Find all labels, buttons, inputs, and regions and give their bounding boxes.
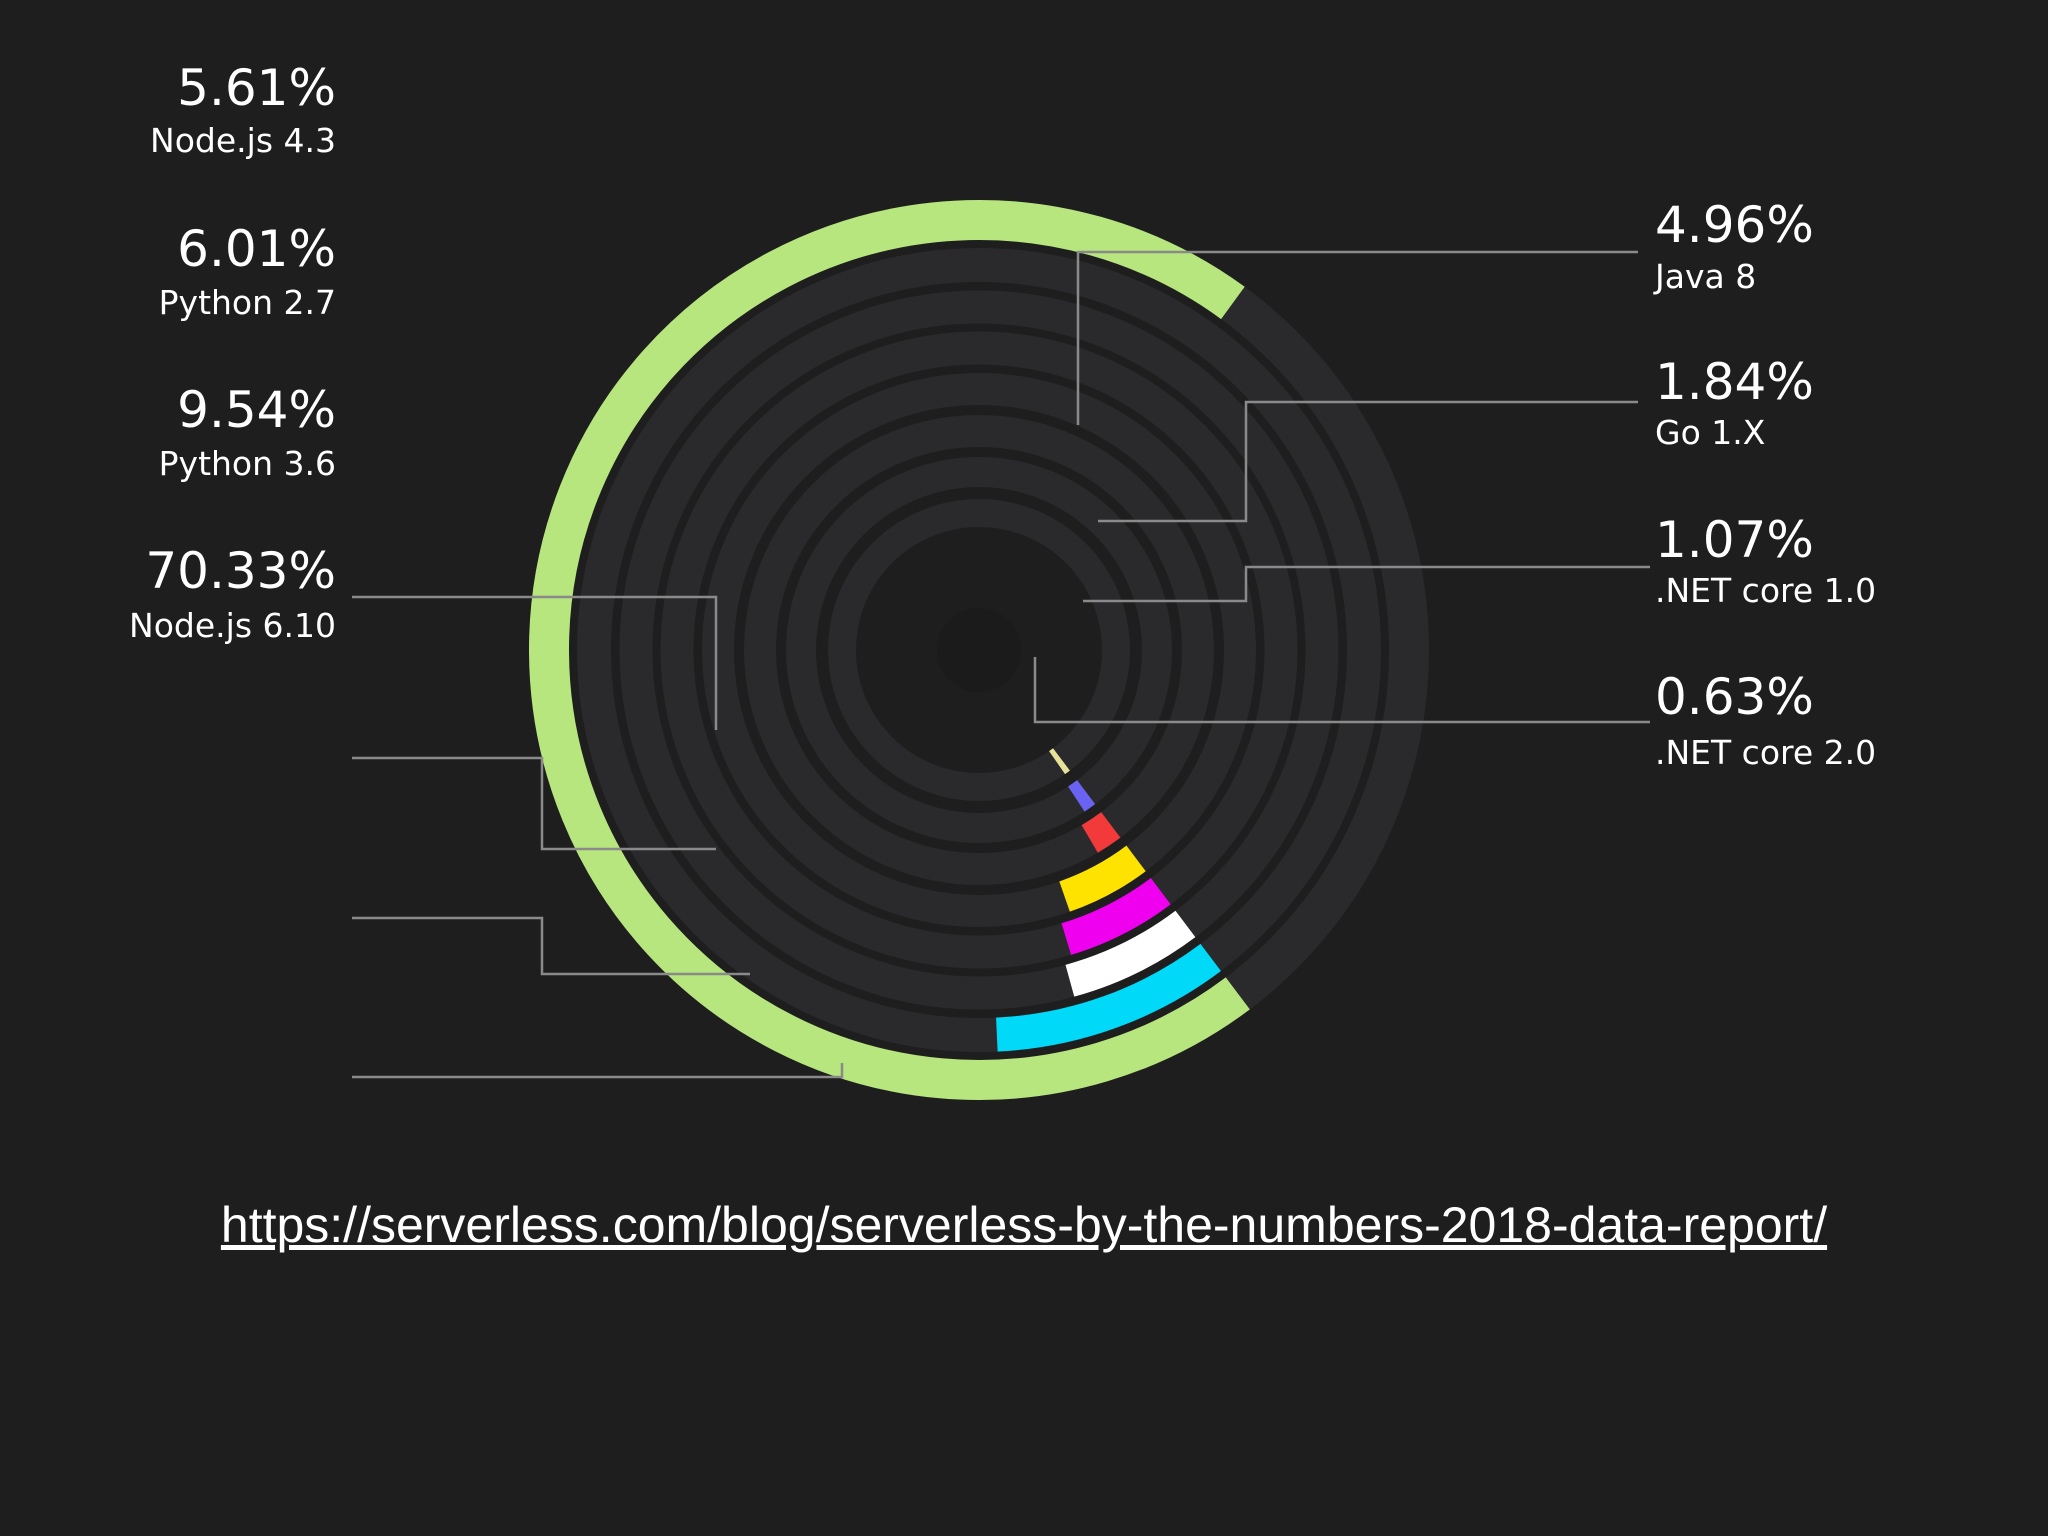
leader-node-js-4-3 xyxy=(352,595,718,730)
ring-track-net-core-2-0 xyxy=(828,499,1130,801)
leader-go-1-x xyxy=(1098,400,1638,523)
leader-java-8 xyxy=(1076,250,1638,425)
series-name-net-core-2-0: .NET core 2.0 xyxy=(1655,733,1876,772)
ring-track-java-8 xyxy=(702,373,1256,927)
ring-track-net-core-1-0 xyxy=(786,457,1172,843)
series-name-go-1-x: Go 1.X xyxy=(1655,413,1765,452)
series-name-python-3-6: Python 3.6 xyxy=(159,444,336,483)
leader-lines xyxy=(352,250,1650,1079)
source-link[interactable]: https://serverless.com/blog/serverless-b… xyxy=(220,1197,1828,1253)
leader-python-2-7 xyxy=(352,756,716,851)
series-name-node-js-4-3: Node.js 4.3 xyxy=(150,121,336,160)
ring-track-node-js-4-3 xyxy=(660,331,1298,969)
arc-python-2-7 xyxy=(1065,910,1196,997)
arc-net-core-1-0 xyxy=(1068,780,1096,812)
value-label-java-8: 4.96% xyxy=(1655,196,1814,254)
ring-track-python-3-6 xyxy=(577,248,1381,1052)
series-name-python-2-7: Python 2.7 xyxy=(159,283,336,322)
value-label-go-1-x: 1.84% xyxy=(1655,353,1814,411)
leader-python-3-6 xyxy=(352,916,750,976)
leader-net-core-1-0 xyxy=(1083,565,1650,603)
series-name-net-core-1-0: .NET core 1.0 xyxy=(1655,571,1876,610)
arc-net-core-2-0 xyxy=(1049,748,1070,775)
series-name-java-8: Java 8 xyxy=(1653,257,1756,296)
value-label-node-js-4-3: 5.61% xyxy=(177,59,336,117)
arc-go-1-x xyxy=(1081,811,1121,853)
series-name-node-js-6-10: Node.js 6.10 xyxy=(129,606,336,645)
center-hub xyxy=(937,608,1021,692)
leader-net-core-2-0 xyxy=(1033,657,1650,724)
ring-track-go-1-x xyxy=(744,415,1214,885)
arc-java-8 xyxy=(1059,845,1146,912)
ring-arcs xyxy=(529,200,1250,1100)
arc-node-js-4-3 xyxy=(1061,877,1171,955)
value-label-python-2-7: 6.01% xyxy=(177,220,336,278)
value-label-net-core-1-0: 1.07% xyxy=(1655,511,1814,569)
value-label-net-core-2-0: 0.63% xyxy=(1655,668,1814,726)
value-label-python-3-6: 9.54% xyxy=(177,381,336,439)
leader-node-js-6-10 xyxy=(352,1063,844,1079)
ring-track-python-2-7 xyxy=(619,290,1339,1010)
arc-node-js-6-10 xyxy=(529,200,1250,1100)
value-label-node-js-6-10: 70.33% xyxy=(145,542,336,600)
series-labels: 70.33% Node.js 6.10 9.54% Python 3.6 6.01% Py… xyxy=(129,59,1876,772)
arc-python-3-6 xyxy=(995,943,1221,1052)
